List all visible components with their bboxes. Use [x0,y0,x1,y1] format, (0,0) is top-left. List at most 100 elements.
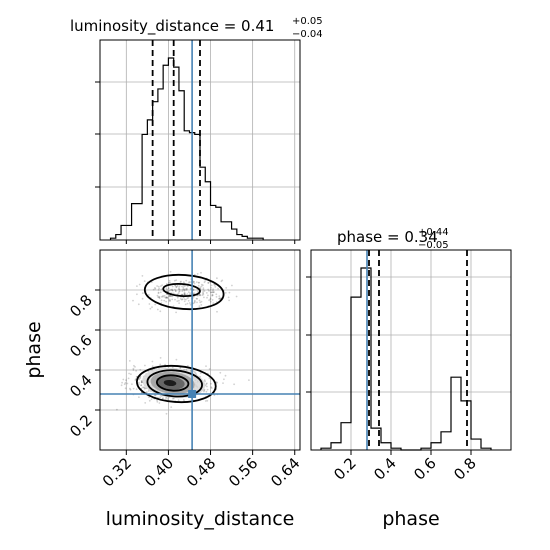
sample-point [200,300,203,303]
sample-point [176,296,179,299]
sample-point [209,297,212,300]
sample-point [174,288,176,291]
x-axis-label-luminosity-distance: luminosity_distance [106,508,295,530]
sample-point [178,288,181,291]
sample-point [181,298,183,301]
sample-point [152,288,155,291]
sample-point [199,286,202,289]
sample-point [204,400,207,402]
sample-point [192,292,195,295]
sample-point [197,284,200,287]
sample-point [211,299,214,301]
sample-point [216,381,218,384]
sample-point [187,296,190,299]
sample-point [213,283,216,286]
sample-point [143,387,146,389]
sample-point [186,285,189,288]
sample-point [143,388,146,390]
sample-point [154,394,157,397]
sample-point [217,287,220,290]
sample-point [129,388,132,391]
sample-point [208,299,211,302]
sample-point [220,280,223,283]
sample-point [166,296,168,299]
sample-point [154,287,156,289]
sample-point [185,288,187,290]
phase-histogram-panel: 0.2 0.4 0.6 0.8 [306,249,512,484]
sample-point [195,297,198,300]
sample-point [183,298,186,300]
joint-ytick-label-3: 0.8 [66,291,96,321]
density-fill-level-3 [163,379,177,387]
sample-point [189,369,192,372]
sample-point [196,291,199,293]
sample-point [184,303,187,306]
sample-point [132,367,135,370]
sample-point [154,303,157,306]
title-luminosity-distance-minus: −0.04 [292,29,323,40]
sample-point [149,307,152,310]
sample-point [193,371,196,373]
phase-xtick-label-3: 0.8 [450,454,480,484]
sample-point [180,280,182,283]
sample-point [123,383,126,386]
sample-point [135,370,138,372]
joint-ytick-label-0: 0.2 [66,411,96,441]
sample-point [202,291,205,293]
sample-point [212,291,215,294]
sample-point [212,289,214,292]
sample-point [215,296,218,298]
sample-point [224,292,227,294]
sample-point [143,280,146,282]
sample-point [208,290,210,292]
sample-point [130,373,132,376]
sample-point [170,295,173,298]
sample-point [200,283,203,286]
joint-xtick-label-3: 0.56 [225,454,261,490]
sample-point [181,290,184,292]
sample-point [186,287,188,290]
sample-point [221,279,224,282]
sample-point [157,296,160,298]
sample-point [129,387,131,390]
sample-point [182,281,185,284]
sample-point [174,290,177,292]
sample-point [132,387,135,390]
sample-point [158,295,161,298]
sample-point [205,390,208,393]
sample-point [145,391,148,393]
phase-xtick-label-1: 0.4 [370,454,400,484]
sample-point [166,398,169,400]
sample-point [193,300,196,303]
sample-point [199,294,202,297]
sample-point [138,283,141,286]
sample-point [169,300,172,302]
sample-point [181,285,183,288]
sample-point [186,288,188,291]
sample-point [175,311,178,314]
sample-point [205,292,208,294]
sample-point [203,281,206,284]
sample-point [140,381,143,384]
sample-point [156,285,159,287]
sample-point [187,299,190,302]
sample-point [169,270,172,273]
sample-point [200,271,202,274]
sample-point [170,289,172,291]
sample-point [202,284,204,287]
sample-point [141,275,144,277]
sample-point [218,297,220,300]
sample-point [195,281,198,283]
sample-point [160,299,163,302]
sample-point [122,378,125,381]
ld-hist-frame [99,39,301,241]
sample-point [160,295,163,298]
sample-point [208,368,211,370]
sample-point [202,288,205,291]
sample-point [143,386,145,389]
sample-point [147,390,150,392]
sample-point [139,368,142,371]
sample-point [198,294,201,296]
sample-point [207,288,210,291]
sample-point [181,293,184,296]
